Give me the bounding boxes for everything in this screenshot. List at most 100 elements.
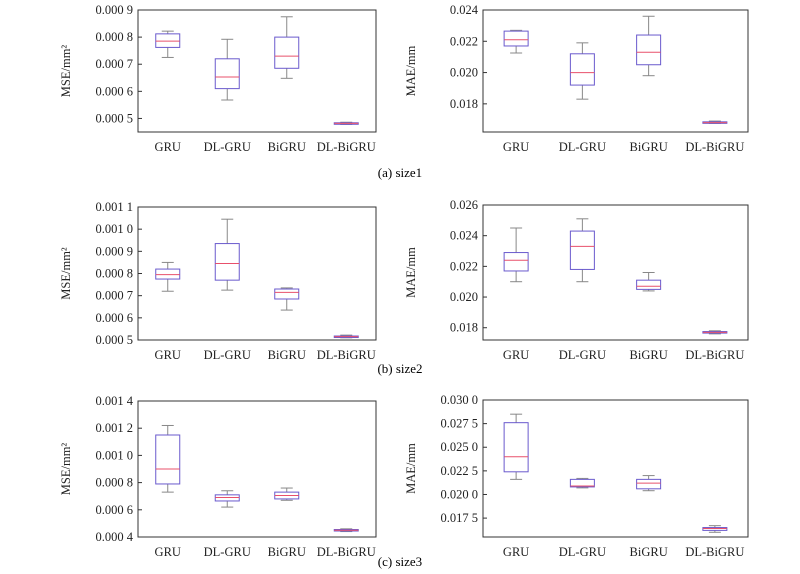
iqr-box xyxy=(155,268,181,280)
x-tick-label: BiGRU xyxy=(630,348,668,362)
x-tick-label: DL-BiGRU xyxy=(317,348,376,362)
x-tick-label: DL-GRU xyxy=(204,545,251,559)
x-tick-label: DL-BiGRU xyxy=(317,545,376,559)
y-axis-label: MSE/mm² xyxy=(59,247,73,300)
y-tick-label: 0.022 5 xyxy=(441,464,479,478)
y-tick-label: 0.020 xyxy=(450,66,478,80)
y-axis-label: MAE/mm xyxy=(404,247,418,298)
y-tick-label: 0.000 4 xyxy=(96,530,134,544)
box-gru xyxy=(155,261,181,292)
x-tick-label: DL-GRU xyxy=(204,348,251,362)
y-tick-label: 0.025 0 xyxy=(441,440,479,454)
y-tick-label: 0.000 8 xyxy=(96,30,134,44)
iqr-box xyxy=(636,478,662,490)
caption-b: (b) size2 xyxy=(377,361,422,376)
y-axis-label: MAE/mm xyxy=(404,45,418,96)
iqr-box xyxy=(636,34,662,66)
y-tick-label: 0.001 0 xyxy=(96,448,134,462)
chart-b-left: 0.000 5 0.000 6 0.000 7 0.000 8 0.000 9 0.001… xyxy=(59,200,377,362)
y-tick-label: 0.001 0 xyxy=(96,222,134,236)
box-gru xyxy=(503,413,529,480)
box-dl-gru xyxy=(214,490,240,508)
y-tick-label: 0.000 6 xyxy=(96,84,134,98)
y-tick-label: 0.000 5 xyxy=(96,333,134,347)
plot-frame xyxy=(137,206,377,341)
plot-frame xyxy=(137,400,377,538)
y-tick-label: 0.000 8 xyxy=(96,476,134,490)
y-tick-label: 0.022 xyxy=(450,34,478,48)
iqr-box xyxy=(155,434,181,485)
chart-b-right: 0.018 0.020 0.022 0.024 0.026 MAE/mm GRU DL-GRU… xyxy=(404,198,749,362)
x-tick-label: GRU xyxy=(503,348,529,362)
y-tick-label: 0.027 5 xyxy=(441,417,479,431)
x-tick-label: GRU xyxy=(155,348,181,362)
y-tick-label: 0.020 xyxy=(450,290,478,304)
box-dl-gru xyxy=(569,218,595,283)
iqr-box xyxy=(503,252,529,272)
y-tick-label: 0.000 9 xyxy=(96,244,134,258)
box-bigru xyxy=(636,15,662,77)
x-tick-label: DL-BiGRU xyxy=(685,545,744,559)
iqr-box xyxy=(503,30,529,47)
chart-a-left: 0.000 5 0.000 6 0.000 7 0.000 8 0.000 9 MSE/m… xyxy=(59,3,377,154)
y-tick-label: 0.000 7 xyxy=(96,57,134,71)
chart-a-right: 0.018 0.020 0.022 0.024 MAE/mm GRU DL-GRU BiGRU… xyxy=(404,3,749,154)
chart-c-right: 0.017 5 0.020 0 0.022 5 0.025 0 0.027 5 0.030… xyxy=(404,393,749,559)
caption-c: (c) size3 xyxy=(378,554,422,569)
iqr-box xyxy=(155,33,181,48)
box-gru xyxy=(503,227,529,283)
box-gru xyxy=(155,30,181,58)
iqr-box xyxy=(569,230,595,270)
y-tick-label: 0.020 0 xyxy=(441,487,479,501)
y-axis-label: MSE/mm² xyxy=(59,45,73,98)
plot-frame xyxy=(482,9,749,133)
y-axis-label: MAE/mm xyxy=(404,443,418,494)
x-tick-label: GRU xyxy=(155,140,181,154)
box-bigru xyxy=(274,287,300,311)
x-tick-label: DL-GRU xyxy=(559,140,606,154)
x-tick-label: BiGRU xyxy=(268,545,306,559)
caption-a: (a) size1 xyxy=(378,165,422,180)
x-tick-label: DL-GRU xyxy=(204,140,251,154)
x-tick-label: DL-BiGRU xyxy=(317,140,376,154)
iqr-box xyxy=(503,422,529,473)
box-bigru xyxy=(274,487,300,501)
box-dl-bigru xyxy=(333,121,359,125)
x-tick-label: DL-GRU xyxy=(559,545,606,559)
iqr-box xyxy=(214,58,240,90)
plot-frame xyxy=(482,204,749,341)
x-tick-label: GRU xyxy=(155,545,181,559)
y-tick-label: 0.022 xyxy=(450,259,478,273)
box-bigru xyxy=(274,16,300,79)
x-tick-label: BiGRU xyxy=(268,140,306,154)
y-tick-label: 0.000 5 xyxy=(96,111,134,125)
box-gru xyxy=(155,424,181,493)
y-tick-label: 0.000 9 xyxy=(96,3,134,17)
y-tick-label: 0.000 7 xyxy=(96,289,134,303)
plot-frame xyxy=(137,9,377,133)
x-tick-label: DL-BiGRU xyxy=(685,140,744,154)
iqr-box xyxy=(274,36,300,69)
iqr-box xyxy=(636,279,662,290)
box-dl-gru xyxy=(569,477,595,489)
box-dl-bigru xyxy=(333,528,359,533)
y-tick-label: 0.000 8 xyxy=(96,267,134,281)
x-tick-label: DL-GRU xyxy=(559,348,606,362)
y-tick-label: 0.024 xyxy=(450,3,479,17)
chart-c-left: 0.000 4 0.000 6 0.000 8 0.001 0 0.001 2 0.001… xyxy=(59,394,377,559)
box-bigru xyxy=(636,475,662,492)
box-bigru xyxy=(636,272,662,292)
y-tick-label: 0.001 4 xyxy=(96,394,134,408)
y-tick-label: 0.001 2 xyxy=(96,421,134,435)
box-dl-bigru xyxy=(333,334,359,339)
x-tick-label: BiGRU xyxy=(630,545,668,559)
box-dl-bigru xyxy=(702,120,728,124)
x-tick-label: DL-BiGRU xyxy=(685,348,744,362)
box-dl-gru xyxy=(214,218,240,291)
y-tick-label: 0.018 xyxy=(450,321,478,335)
y-tick-label: 0.024 xyxy=(450,229,479,243)
y-tick-label: 0.001 1 xyxy=(96,200,134,214)
plot-frame xyxy=(482,399,749,538)
box-dl-bigru xyxy=(702,330,728,335)
